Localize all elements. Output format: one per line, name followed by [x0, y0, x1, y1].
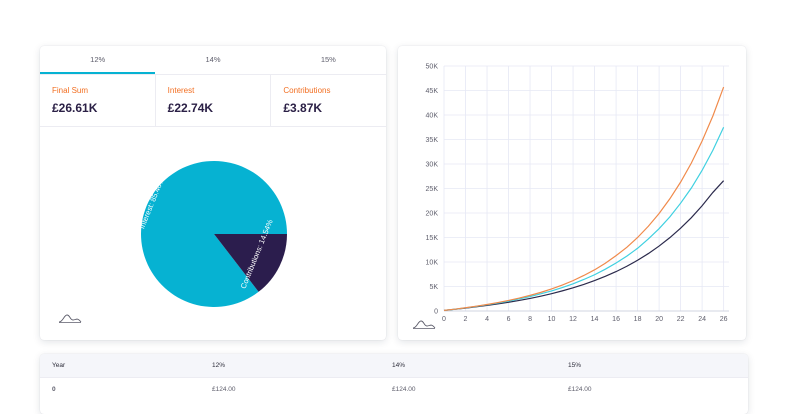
tab-14-percent[interactable]: 14%	[205, 55, 221, 64]
pie-chart-card: 12% 14% 15% Final Sum £26.61K Interest £…	[40, 46, 386, 340]
series-line[interactable]	[443, 126, 725, 311]
tab-15-percent[interactable]: 15%	[320, 55, 336, 64]
x-tick-label: 6	[507, 316, 511, 323]
y-tick-label: 50K	[426, 64, 439, 71]
y-tick-label: 10K	[426, 260, 439, 267]
y-tick-label: 45K	[426, 88, 439, 95]
y-tick-label: 0	[434, 309, 438, 316]
y-tick-label: 35K	[426, 137, 439, 144]
stat-final-sum: Final Sum £26.61K	[40, 75, 155, 126]
table-header-year: Year	[52, 362, 66, 369]
y-tick-label: 25K	[426, 186, 439, 193]
tabs-divider	[40, 74, 386, 75]
series-line[interactable]	[443, 86, 725, 311]
y-tick-label: 20K	[426, 211, 439, 218]
table-header-15: 15%	[568, 362, 582, 369]
area-chart-icon[interactable]	[412, 318, 436, 330]
table-cell-12: £124.00	[212, 385, 236, 393]
stat-contributions: Contributions £3.87K	[270, 75, 386, 126]
table-row: 0 £124.00 £124.00 £124.00	[40, 377, 748, 400]
stat-interest-label: Interest	[167, 86, 195, 95]
table-cell-year: 0	[52, 385, 56, 393]
x-tick-label: 2	[464, 316, 468, 323]
y-tick-label: 40K	[426, 113, 439, 120]
table-header-12: 12%	[212, 362, 226, 369]
x-tick-label: 16	[612, 316, 620, 323]
stat-final-sum-value: £26.61K	[52, 101, 98, 115]
summary-stats: Final Sum £26.61K Interest £22.74K Contr…	[40, 75, 386, 127]
line-chart-card: 0 5K 10K 15K 20K 25K 30K 35K 40K 45K 50K 0 2 4 6 8 10 12 1…	[398, 46, 746, 340]
pie-slice-contributions[interactable]	[214, 234, 287, 292]
table-header-row: Year 12% 14% 15%	[40, 354, 748, 377]
table-cell-14: £124.00	[392, 385, 416, 393]
x-tick-label: 10	[548, 316, 556, 323]
stat-contributions-value: £3.87K	[283, 101, 323, 115]
area-chart-icon[interactable]	[58, 312, 82, 324]
stat-contributions-label: Contributions	[283, 86, 331, 95]
x-tick-label: 14	[591, 316, 599, 323]
table-cell-15: £124.00	[568, 385, 592, 393]
stat-final-sum-label: Final Sum	[52, 86, 89, 95]
stat-interest-value: £22.74K	[167, 101, 214, 115]
pie-chart: Interest: 85.46%Contributions: 14.54%	[137, 161, 287, 307]
y-tick-label: 5K	[429, 284, 438, 291]
x-tick-label: 18	[634, 316, 642, 323]
x-tick-label: 8	[528, 316, 532, 323]
x-tick-label: 24	[698, 316, 706, 323]
x-tick-label: 20	[655, 316, 663, 323]
x-tick-label: 4	[485, 316, 489, 323]
table-header-14: 14%	[392, 362, 406, 369]
series-line[interactable]	[443, 180, 725, 311]
rate-tabs: 12% 14% 15%	[40, 46, 386, 74]
x-tick-label: 12	[569, 316, 577, 323]
y-tick-label: 15K	[426, 235, 439, 242]
y-tick-label: 30K	[426, 162, 439, 169]
x-tick-label: 26	[720, 316, 728, 323]
growth-table: Year 12% 14% 15% 0 £124.00 £124.00 £124.…	[40, 354, 748, 414]
x-tick-label: 22	[677, 316, 685, 323]
x-tick-label: 0	[442, 316, 446, 323]
stat-interest: Interest £22.74K	[154, 75, 271, 126]
tab-12-percent[interactable]: 12%	[40, 46, 156, 74]
